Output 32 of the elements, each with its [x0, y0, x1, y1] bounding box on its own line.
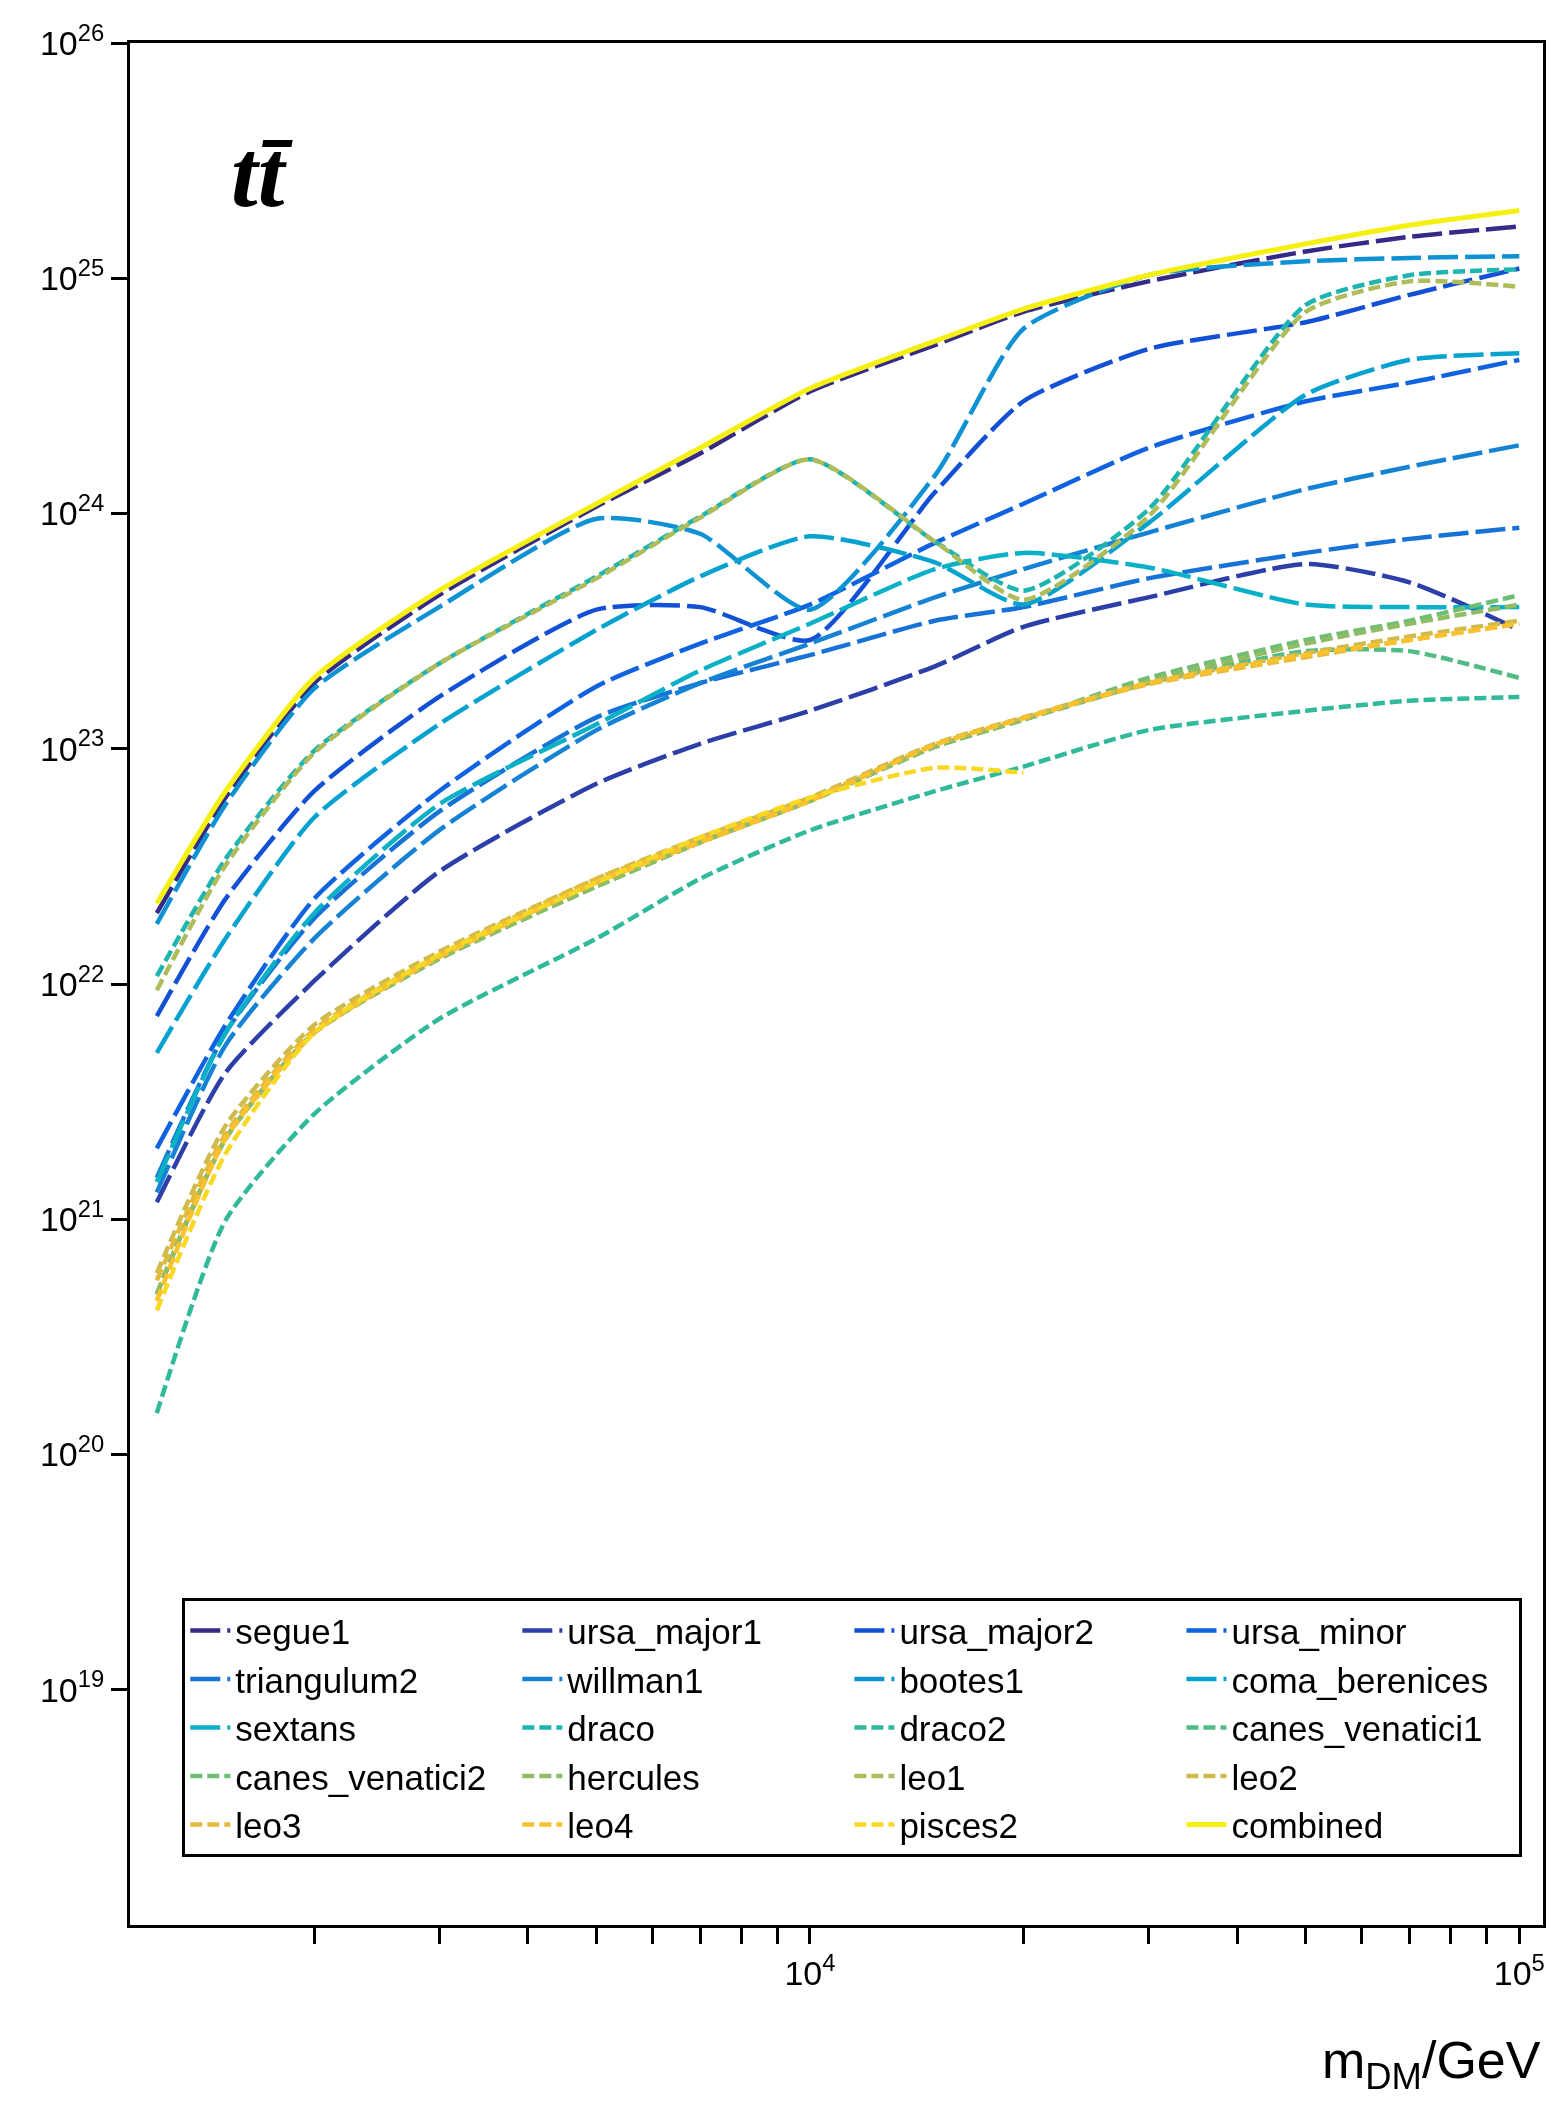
legend-label: leo2	[1231, 1757, 1298, 1797]
legend-label: ursa_minor	[1231, 1612, 1407, 1652]
legend-label: bootes1	[899, 1660, 1024, 1700]
y-tick-label: 10$^{23}$	[39, 724, 105, 768]
legend-label: triangulum2	[235, 1660, 419, 1700]
legend-label: pisces2	[899, 1806, 1019, 1846]
y-tick-label: 10$^{20}$	[39, 1430, 105, 1474]
legend-label: leo4	[567, 1806, 634, 1846]
y-tick-label: 10$^{19}$	[39, 1665, 105, 1709]
legend-label: coma_berenices	[1231, 1660, 1489, 1700]
y-tick-label: 10$^{21}$	[39, 1194, 105, 1239]
x-axis-title: m$_{DM}$/GeV	[1322, 2031, 1541, 2097]
legend-label: leo3	[235, 1806, 302, 1846]
legend-label: hercules	[567, 1757, 700, 1797]
y-tick-label: 10$^{22}$	[39, 959, 105, 1003]
legend-label: combined	[1231, 1806, 1384, 1846]
legend-label: willman1	[566, 1660, 704, 1700]
legend-label: ursa_major1	[567, 1612, 762, 1652]
legend-label: canes_venatici1	[1231, 1709, 1483, 1749]
y-tick-label: 10$^{26}$	[39, 18, 105, 62]
legend-label: segue1	[235, 1612, 351, 1652]
x-tick-label: 10$^{4}$	[784, 1948, 836, 1992]
legend-label: draco	[567, 1709, 655, 1749]
y-tick-label: 10$^{24}$	[39, 489, 105, 533]
legend-label: canes_venatici2	[235, 1757, 487, 1797]
legend-label: leo1	[899, 1757, 966, 1797]
legend-label: draco2	[899, 1709, 1007, 1749]
x-tick-label: 10$^{5}$	[1493, 1948, 1545, 1992]
legend-label: sextans	[235, 1709, 356, 1749]
text: tt̄	[231, 120, 294, 227]
legend-label: ursa_major2	[899, 1612, 1094, 1652]
y-tick-label: 10$^{25}$	[39, 253, 105, 298]
